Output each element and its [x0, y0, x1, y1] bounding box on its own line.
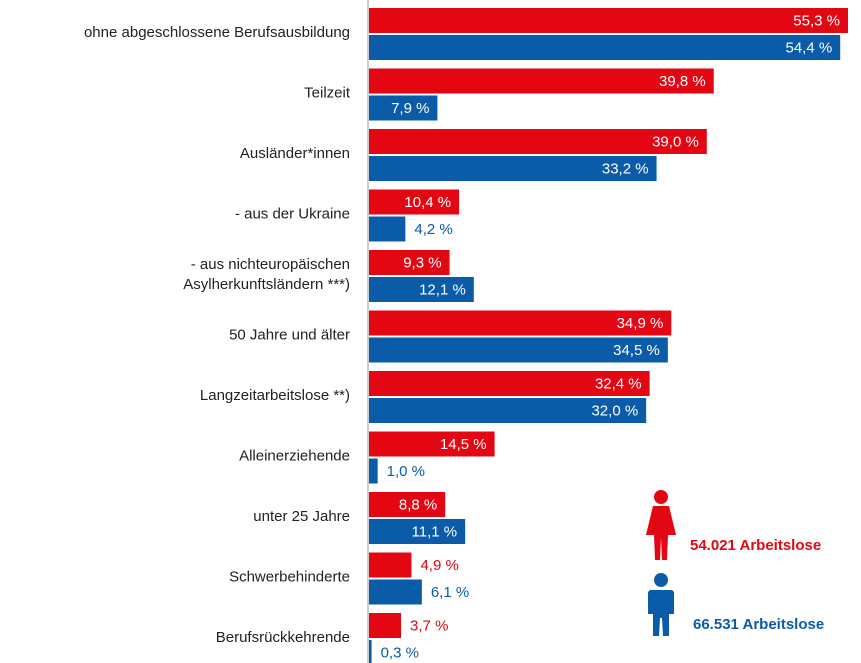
bar — [369, 579, 422, 605]
value-label: 54,4 % — [786, 39, 833, 56]
bar — [369, 552, 412, 578]
value-label: 3,7 % — [410, 617, 448, 634]
legend-label: 54.021 Arbeitslose — [690, 537, 821, 554]
value-label: 14,5 % — [440, 436, 487, 453]
value-label: 12,1 % — [419, 281, 466, 298]
value-label: 4,9 % — [420, 557, 458, 574]
bar — [369, 492, 446, 517]
bar — [369, 458, 378, 484]
value-label: 11,1 % — [412, 523, 458, 540]
value-label: 10,4 % — [404, 194, 451, 211]
category-label: 50 Jahre und älter — [229, 326, 350, 343]
category-label: - aus der Ukraine — [235, 205, 350, 222]
category-label: Berufsrückkehrende — [216, 629, 350, 646]
bar — [369, 398, 647, 423]
value-label: 55,3 % — [793, 12, 840, 29]
bar — [369, 129, 707, 154]
legend-label: 66.531 Arbeitslose — [693, 616, 824, 633]
bar — [369, 95, 438, 121]
bar — [369, 431, 495, 457]
bar — [369, 640, 372, 663]
value-label: 39,8 % — [659, 73, 706, 90]
bar — [369, 613, 402, 638]
value-label: 33,2 % — [602, 160, 649, 177]
bar — [369, 310, 672, 336]
category-label: Alleinerziehende — [239, 447, 350, 464]
male-icon — [648, 573, 674, 636]
value-label: 1,0 % — [387, 463, 425, 480]
bar — [369, 156, 657, 181]
value-label: 34,5 % — [613, 342, 660, 359]
bar — [369, 8, 848, 33]
female-icon — [646, 490, 676, 560]
bar — [369, 337, 668, 363]
category-label: Langzeitarbeitslose **) — [200, 387, 350, 404]
category-label: - aus nichteuropäischen Asylherkunftsländ… — [183, 256, 350, 293]
value-label: 32,4 % — [595, 375, 642, 392]
value-label: 34,9 % — [617, 315, 664, 332]
category-label: Schwerbehinderte — [229, 568, 350, 585]
category-label: Ausländer*innen — [240, 145, 350, 162]
bar — [369, 519, 466, 544]
bar — [369, 189, 460, 215]
value-label: 0,3 % — [381, 644, 419, 661]
value-label: 39,0 % — [652, 133, 699, 150]
bar — [369, 277, 474, 302]
bar — [369, 371, 650, 396]
bar — [369, 250, 450, 275]
bar — [369, 68, 714, 94]
category-label: Teilzeit — [304, 84, 351, 101]
value-label: 4,2 % — [414, 221, 452, 238]
value-label: 32,0 % — [591, 402, 638, 419]
value-label: 9,3 % — [403, 254, 441, 271]
value-label: 6,1 % — [431, 584, 469, 601]
bar — [369, 35, 841, 60]
category-label: unter 25 Jahre — [253, 508, 350, 525]
category-label: ohne abgeschlossene Berufsausbildung — [84, 24, 350, 41]
value-label: 7,9 % — [391, 100, 429, 117]
value-label: 8,8 % — [399, 496, 437, 513]
bar — [369, 216, 406, 242]
